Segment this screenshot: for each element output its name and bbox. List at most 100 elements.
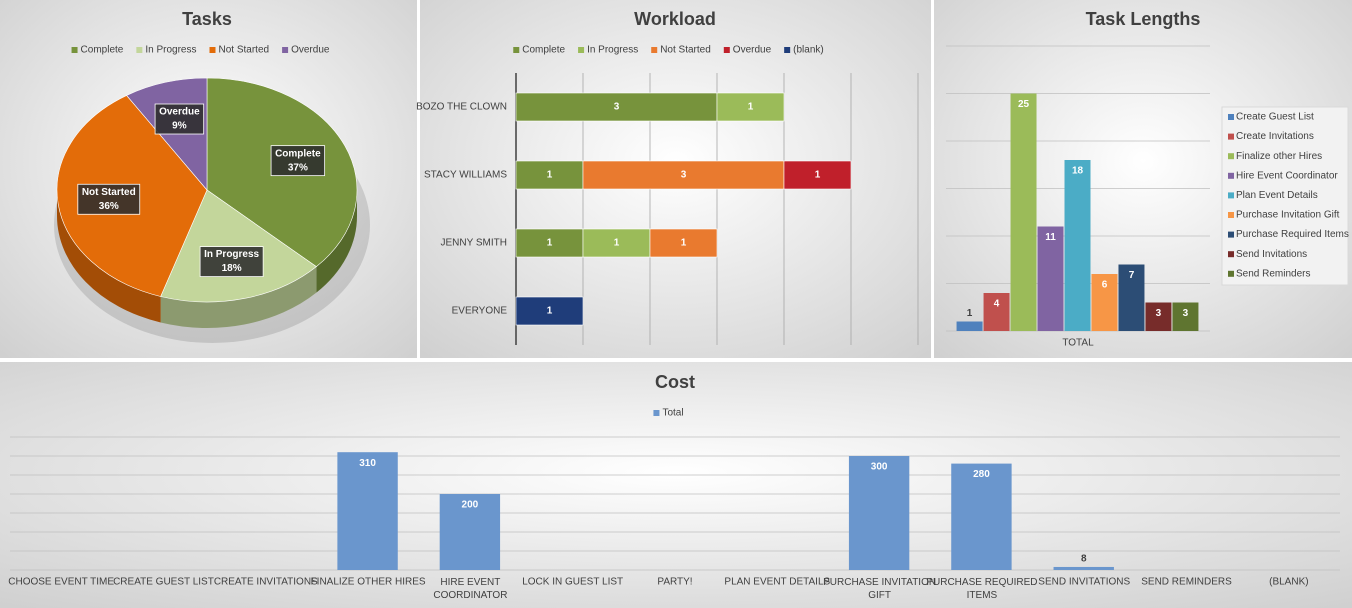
x-tick-label: CREATE GUEST LIST bbox=[113, 577, 214, 588]
legend-label: Complete bbox=[81, 45, 124, 56]
data-label-category: In Progress bbox=[204, 249, 259, 260]
x-tick-label: PURCHASE INVITATION GIFT bbox=[823, 577, 936, 601]
legend-label: In Progress bbox=[587, 45, 638, 56]
legend-swatch bbox=[1228, 251, 1234, 258]
data-label: 1 bbox=[748, 102, 754, 113]
legend-label: Not Started bbox=[219, 45, 270, 56]
x-tick-label: PURCHASE REQUIRED ITEMS bbox=[926, 577, 1037, 601]
legend-swatch bbox=[653, 410, 660, 416]
data-label: 3 bbox=[614, 102, 620, 113]
chart-title: Task Lengths bbox=[1086, 9, 1201, 29]
x-tick-label: (BLANK) bbox=[1269, 577, 1308, 588]
y-tick-label: EVERYONE bbox=[452, 306, 508, 317]
data-label-category: Overdue bbox=[159, 107, 200, 118]
bar bbox=[1064, 160, 1091, 331]
chart-title: Cost bbox=[655, 372, 695, 392]
data-label: 8 bbox=[1081, 554, 1087, 565]
pie-slice bbox=[160, 189, 317, 303]
legend-label: (blank) bbox=[793, 45, 824, 56]
legend-swatch bbox=[651, 47, 658, 53]
legend-label: In Progress bbox=[145, 45, 196, 56]
legend-label: Hire Event Coordinator bbox=[1236, 170, 1338, 181]
legend-label: Send Reminders bbox=[1236, 268, 1310, 279]
legend-swatch bbox=[136, 47, 143, 53]
legend-swatch bbox=[282, 47, 289, 53]
x-tick-label: CHOOSE EVENT TIME bbox=[8, 577, 114, 588]
panel bbox=[0, 362, 1352, 608]
bar-segment bbox=[515, 92, 718, 122]
pie-slice-side bbox=[57, 190, 161, 323]
legend-swatch bbox=[513, 47, 520, 53]
legend-swatch bbox=[1228, 133, 1234, 140]
bar-segment bbox=[582, 160, 785, 190]
x-tick-label: PLAN EVENT DETAILS bbox=[724, 577, 830, 588]
data-label-box bbox=[199, 246, 264, 277]
data-label: 280 bbox=[973, 469, 990, 480]
legend-label: Create Guest List bbox=[1236, 112, 1314, 123]
legend-label: Create Invitations bbox=[1236, 131, 1314, 142]
data-label: 18 bbox=[1072, 166, 1084, 177]
x-tick-label: SEND REMINDERS bbox=[1141, 577, 1232, 588]
bar bbox=[1145, 302, 1172, 331]
x-tick-label: HIRE EVENT COORDINATOR bbox=[433, 577, 507, 601]
data-label: 1 bbox=[547, 170, 553, 181]
legend-swatch bbox=[578, 47, 585, 53]
legend-swatch bbox=[71, 47, 78, 53]
data-label-value: 37% bbox=[288, 162, 308, 173]
x-tick-label: TOTAL bbox=[1062, 338, 1094, 349]
data-label: 4 bbox=[994, 299, 1000, 310]
bar-segment bbox=[783, 160, 852, 190]
data-label: 300 bbox=[871, 462, 888, 473]
data-label: 25 bbox=[1018, 99, 1030, 110]
chart-title: Tasks bbox=[182, 9, 232, 29]
x-tick-label: CREATE INVITATIONS bbox=[214, 577, 318, 588]
bar-segment bbox=[649, 228, 718, 258]
x-tick-label: PARTY! bbox=[657, 577, 692, 588]
data-label: 1 bbox=[547, 306, 553, 317]
data-label: 11 bbox=[1045, 232, 1056, 243]
bar-segment bbox=[515, 160, 584, 190]
bar bbox=[1172, 302, 1199, 331]
legend-swatch bbox=[209, 47, 216, 53]
legend-label: Send Invitations bbox=[1236, 249, 1307, 260]
bar bbox=[1053, 566, 1114, 570]
legend-swatch bbox=[1228, 172, 1234, 179]
data-label: 1 bbox=[967, 308, 973, 319]
bar bbox=[337, 452, 398, 570]
data-label-box bbox=[154, 103, 205, 135]
data-label: 1 bbox=[815, 170, 821, 181]
data-label-box bbox=[77, 183, 141, 215]
legend-label: Total bbox=[662, 408, 683, 419]
data-label: 3 bbox=[1183, 308, 1189, 319]
data-label: 1 bbox=[547, 238, 553, 249]
x-tick-label: SEND INVITATIONS bbox=[1038, 577, 1130, 588]
pie-slice-side bbox=[316, 190, 357, 293]
legend-label: Not Started bbox=[660, 45, 711, 56]
legend-box bbox=[1221, 106, 1349, 286]
legend-swatch bbox=[1228, 192, 1234, 199]
x-tick-label: FINALIZE OTHER HIRES bbox=[311, 577, 426, 588]
data-label-category: Complete bbox=[275, 148, 321, 159]
bar-segment bbox=[716, 92, 785, 122]
legend-label: Plan Event Details bbox=[1236, 190, 1318, 201]
bar bbox=[1118, 264, 1145, 331]
data-label: 6 bbox=[1102, 280, 1108, 291]
bar bbox=[1037, 226, 1064, 331]
bar bbox=[951, 463, 1012, 570]
data-label: 7 bbox=[1129, 270, 1135, 281]
legend-swatch bbox=[1228, 153, 1234, 160]
legend-swatch bbox=[1228, 212, 1234, 218]
bar bbox=[1010, 93, 1037, 331]
bar bbox=[983, 293, 1010, 331]
data-label-value: 9% bbox=[172, 121, 187, 132]
bar-segment bbox=[515, 228, 584, 258]
data-label: 1 bbox=[614, 238, 620, 249]
data-label: 200 bbox=[462, 500, 479, 511]
bar bbox=[439, 494, 501, 570]
pie-slice-side bbox=[160, 266, 317, 328]
x-tick-label: LOCK IN GUEST LIST bbox=[522, 577, 623, 588]
bar bbox=[1091, 274, 1118, 331]
bar-segment bbox=[582, 228, 651, 258]
y-tick-label: JENNY SMITH bbox=[441, 238, 508, 249]
